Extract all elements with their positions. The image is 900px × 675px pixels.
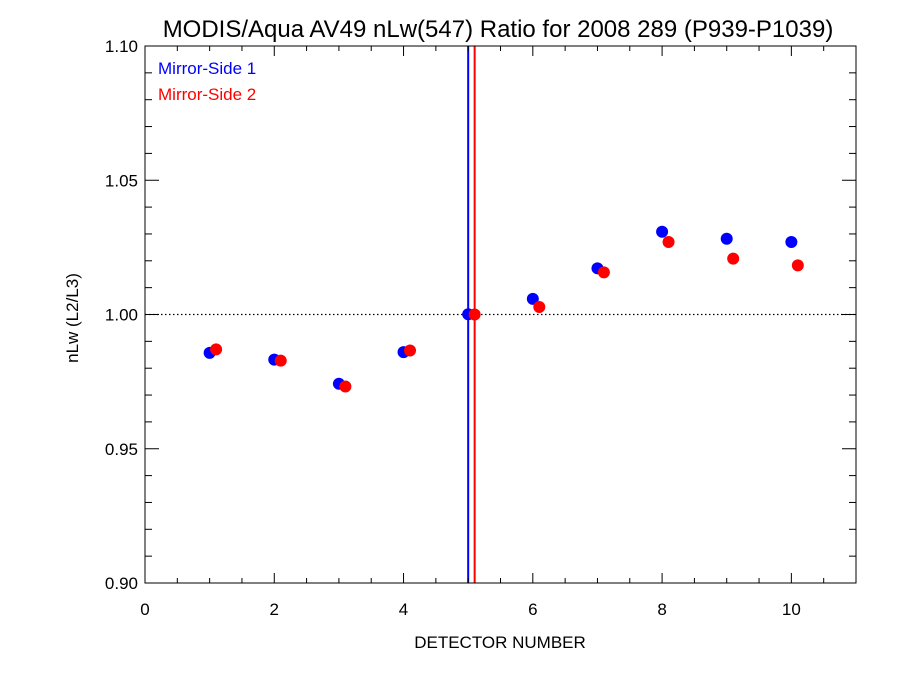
y-tick-label: 1.05: [105, 171, 138, 190]
x-axis-label: DETECTOR NUMBER: [414, 633, 586, 652]
y-tick-label: 0.95: [105, 440, 138, 459]
data-point-mirror-side-2: [597, 266, 610, 279]
data-point-mirror-side-1: [785, 236, 798, 249]
x-tick-label: 4: [399, 600, 408, 619]
data-point-mirror-side-2: [404, 344, 417, 357]
y-tick-label: 1.00: [105, 306, 138, 325]
y-tick-label: 1.10: [105, 37, 138, 56]
legend: Mirror-Side 1 Mirror-Side 2: [158, 59, 256, 104]
legend-entry-mirror-side-2: Mirror-Side 2: [158, 85, 256, 104]
data-point-mirror-side-1: [526, 292, 539, 305]
data-point-mirror-side-2: [468, 308, 481, 321]
y-axis-label: nLw (L2/L3): [63, 273, 82, 363]
x-tick-label: 8: [657, 600, 666, 619]
plot-area: 0 2 4 6 8 10 0.90 0.95 1.00 1.05 1.10: [105, 37, 857, 619]
data-point-mirror-side-1: [720, 232, 733, 245]
data-point-mirror-side-2: [533, 300, 546, 313]
legend-entry-mirror-side-1: Mirror-Side 1: [158, 59, 256, 78]
data-point-mirror-side-1: [656, 225, 669, 238]
data-point-mirror-side-2: [727, 252, 740, 265]
x-tick-label: 10: [782, 600, 801, 619]
data-point-mirror-side-2: [339, 380, 352, 393]
x-tick-label: 6: [528, 600, 537, 619]
x-tick-label: 0: [140, 600, 149, 619]
y-tick-label: 0.90: [105, 574, 138, 593]
data-point-mirror-side-2: [791, 259, 804, 272]
x-tick-label: 2: [270, 600, 279, 619]
chart-title: MODIS/Aqua AV49 nLw(547) Ratio for 2008 …: [163, 16, 834, 43]
data-point-mirror-side-2: [210, 343, 223, 356]
data-point-mirror-side-2: [662, 236, 675, 249]
data-point-mirror-side-2: [274, 354, 287, 367]
